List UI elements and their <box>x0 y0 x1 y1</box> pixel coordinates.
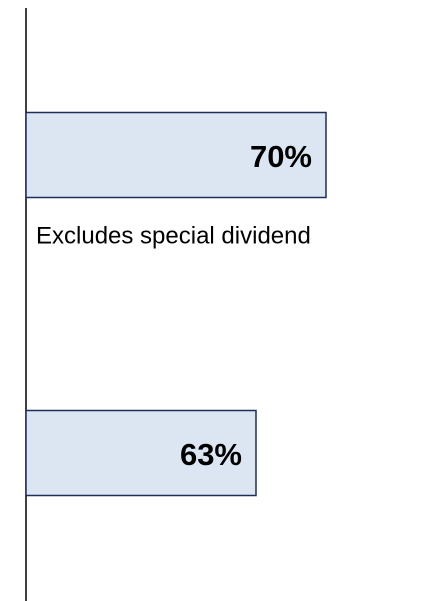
data-label: 63% <box>180 437 242 472</box>
annotation: Excludes special dividend <box>36 222 311 249</box>
data-label: 70% <box>250 139 312 174</box>
bar <box>25 409 257 497</box>
bar <box>25 111 327 199</box>
